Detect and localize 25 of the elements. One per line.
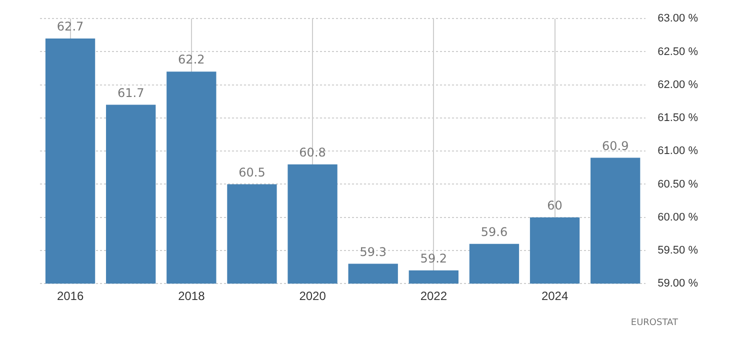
data-label: 59.6 <box>480 224 508 239</box>
data-label: 60.5 <box>238 165 266 180</box>
y-tick-label: 62.50 % <box>658 46 698 58</box>
y-tick-label: 60.00 % <box>658 211 698 224</box>
data-label: 59.2 <box>420 251 448 266</box>
y-tick-label: 59.50 % <box>658 244 698 257</box>
x-tick-label: 2016 <box>56 289 84 304</box>
y-tick-label: 61.00 % <box>658 145 698 158</box>
y-tick-label: 59.00 % <box>658 278 698 290</box>
y-tick-label: 62.00 % <box>658 78 698 91</box>
data-label: 62.2 <box>178 52 205 67</box>
y-tick-label: 60.50 % <box>658 178 698 190</box>
data-label: 59.3 <box>360 244 386 259</box>
data-label: 60 <box>547 198 562 212</box>
y-tick-label: 61.50 % <box>658 112 698 124</box>
text: EUROSTAT <box>630 318 678 328</box>
x-tick-label: 2022 <box>420 289 448 304</box>
y-tick-label: 63.00 % <box>658 12 698 25</box>
x-tick-label: 2018 <box>178 289 206 304</box>
data-label: 61.7 <box>117 86 144 100</box>
data-label: 62.7 <box>56 20 84 34</box>
data-label: 60.9 <box>602 138 629 153</box>
x-tick-label: 2020 <box>299 289 326 304</box>
x-tick-label: 2024 <box>541 289 568 304</box>
data-label: 60.8 <box>299 145 326 160</box>
